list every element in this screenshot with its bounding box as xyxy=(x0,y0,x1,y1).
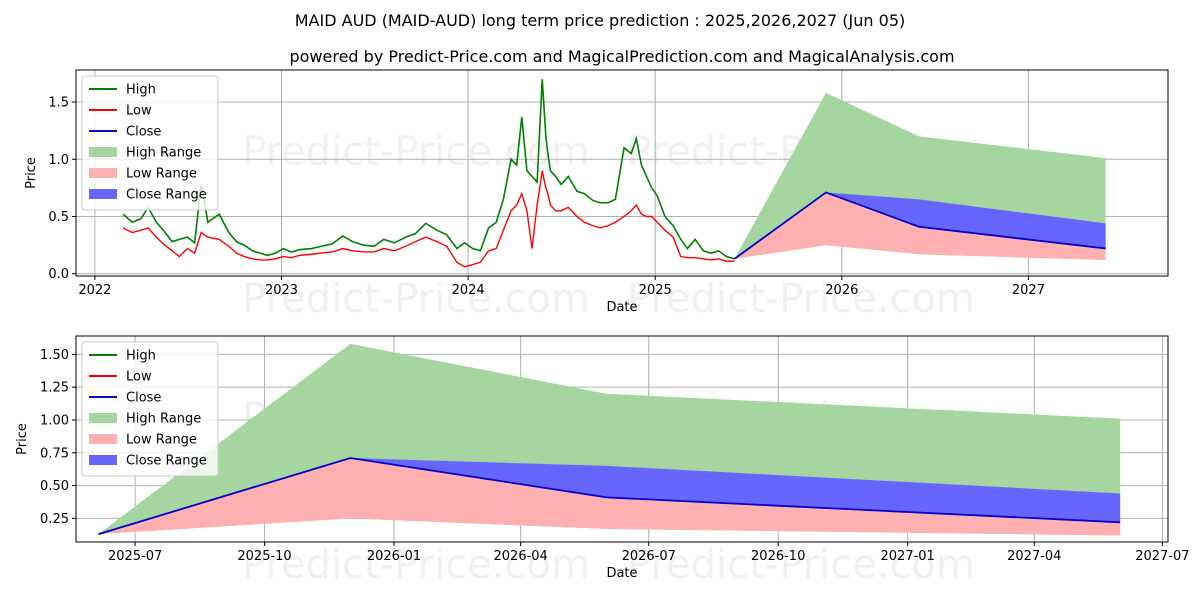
legend-entry-label: Low Range xyxy=(126,167,197,182)
low-range-band xyxy=(734,192,1106,260)
y-tick-label: 1.5 xyxy=(48,96,69,111)
x-tick-label: 2026-04 xyxy=(494,549,548,564)
close-range-band xyxy=(98,458,1121,535)
legend-swatch-patch xyxy=(89,189,117,199)
legend-swatch-patch xyxy=(89,168,117,178)
x-tick-label: 2024 xyxy=(452,283,485,298)
watermark-text: Predict-Price.com xyxy=(242,542,590,588)
legend-entry-label: High Range xyxy=(126,146,201,161)
legend-entry-label: Close Range xyxy=(126,454,207,469)
chart-subtitle: powered by Predict-Price.com and Magical… xyxy=(289,47,954,66)
x-tick-label: 2025-07 xyxy=(108,549,162,564)
x-tick-label: 2025-10 xyxy=(237,549,291,564)
watermark-text: Predict-Price.com xyxy=(627,542,975,588)
legend-entry-label: High xyxy=(126,83,156,98)
close-range-band xyxy=(734,192,1106,259)
legend-entry-label: High Range xyxy=(126,412,201,427)
low-range-band xyxy=(98,458,1121,536)
y-tick-label: 1.0 xyxy=(48,153,69,168)
x-tick-label: 2025 xyxy=(639,283,672,298)
x-tick-label: 2027-04 xyxy=(1007,549,1061,564)
y-axis-label: Price xyxy=(24,157,39,189)
y-tick-label: 1.50 xyxy=(40,348,69,363)
chart-title: MAID AUD (MAID-AUD) long term price pred… xyxy=(295,11,905,30)
plot-area xyxy=(122,79,1106,268)
y-tick-label: 0.75 xyxy=(40,446,69,461)
axes-frame xyxy=(75,335,1169,543)
series-close-line xyxy=(98,457,1121,535)
x-tick-label: 2023 xyxy=(265,283,298,298)
legend-entry-label: Low Range xyxy=(126,433,197,448)
x-tick-label: 2027 xyxy=(1012,283,1045,298)
x-tick-label: 2026-07 xyxy=(622,549,676,564)
legend-entry-label: Close xyxy=(126,125,161,140)
legend-entry-label: High xyxy=(126,349,156,364)
x-tick-label: 2027-01 xyxy=(881,549,935,564)
y-tick-label: 1.25 xyxy=(40,381,69,396)
y-tick-label: 0.25 xyxy=(40,512,69,527)
series-close-line xyxy=(733,191,1106,260)
y-tick-label: 1.00 xyxy=(40,413,69,428)
legend-swatch-patch xyxy=(89,434,117,444)
series-low-line xyxy=(122,170,735,268)
legend-entry-label: Low xyxy=(126,370,152,385)
axes-frame xyxy=(75,69,1169,277)
legend-swatch-patch xyxy=(89,455,117,465)
y-axis-label: Price xyxy=(15,423,30,455)
y-tick-label: 0.50 xyxy=(40,479,69,494)
x-tick-label: 2027-07 xyxy=(1135,549,1189,564)
legend-swatch-patch xyxy=(89,147,117,157)
legend-entry-label: Close Range xyxy=(126,188,207,203)
bottom-chart: Predict-Price.comPredict-Price.comPredic… xyxy=(15,335,1190,588)
x-axis-label: Date xyxy=(606,300,637,315)
x-axis-label: Date xyxy=(606,566,637,581)
watermark-text: Predict-Price.com xyxy=(242,276,590,322)
x-tick-label: 2026-10 xyxy=(751,549,805,564)
x-tick-label: 2022 xyxy=(78,283,111,298)
x-tick-label: 2026-01 xyxy=(367,549,421,564)
y-tick-label: 0.0 xyxy=(48,267,69,282)
legend-swatch-patch xyxy=(89,413,117,423)
top-chart: Predict-Price.com Predict-Price.com Predic… xyxy=(24,69,1169,322)
plot-area xyxy=(98,343,1121,536)
y-tick-label: 0.5 xyxy=(48,210,69,225)
watermark-text: Predict-Price.com xyxy=(627,276,975,322)
legend-entry-label: Low xyxy=(126,104,152,119)
x-tick-label: 2026 xyxy=(825,283,858,298)
watermark-text: Predict-Price.com xyxy=(242,129,590,175)
series-high-line xyxy=(122,79,735,260)
legend-entry-label: Close xyxy=(126,391,161,406)
